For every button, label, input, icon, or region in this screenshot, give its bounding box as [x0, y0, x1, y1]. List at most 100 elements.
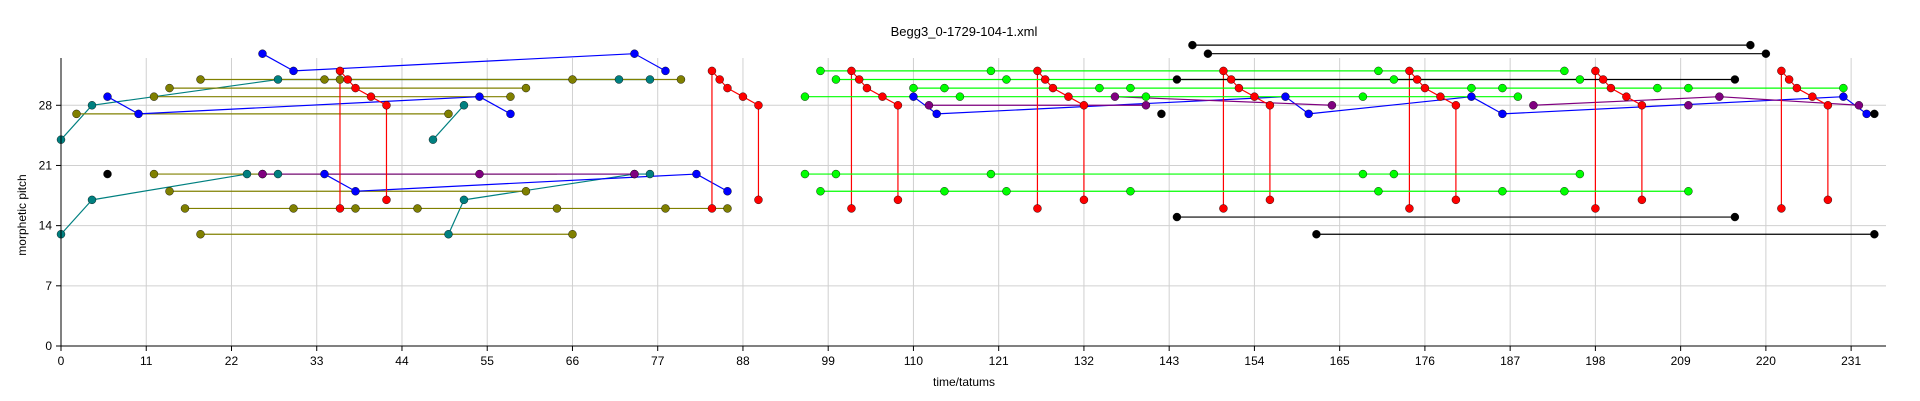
series-1-point: [676, 75, 686, 84]
series-4-point: [382, 101, 391, 110]
series-4-point: [754, 195, 763, 205]
series-0-point: [87, 101, 97, 110]
series-5-point: [1141, 92, 1151, 101]
series-0-segment: [447, 199, 465, 235]
series-4-point: [1784, 75, 1794, 84]
series-4-point: [715, 75, 724, 84]
series-5-point: [940, 187, 949, 196]
series-1-point: [552, 204, 562, 213]
x-tick-label: 132: [1074, 354, 1094, 368]
x-tick-label: 22: [225, 354, 239, 368]
series-2-point: [1467, 92, 1476, 101]
y-axis-label: morphetic pitch: [15, 174, 29, 255]
series-5-point: [940, 83, 949, 93]
series-4-point: [1234, 83, 1244, 93]
series-3-point: [1854, 101, 1864, 110]
series-1-point: [444, 109, 453, 119]
series-4-point: [854, 75, 864, 84]
series-5-point: [800, 92, 810, 101]
series-1-point: [72, 109, 81, 119]
series-2-point: [134, 109, 143, 119]
series-0-point: [645, 75, 655, 84]
series-3-point: [1684, 101, 1693, 110]
series-3-point: [630, 169, 639, 179]
series-5-point: [1358, 92, 1368, 101]
series-5-point: [1374, 187, 1383, 196]
series-4-point: [738, 92, 748, 101]
series-4-point: [1451, 195, 1461, 205]
series-1-point: [521, 187, 531, 196]
series-0-point: [614, 75, 624, 84]
series-1-point: [149, 169, 159, 179]
series-0-point: [273, 169, 283, 179]
series-3-point: [475, 169, 484, 179]
series-5-point: [1498, 187, 1507, 196]
x-tick-label: 33: [310, 354, 324, 368]
series-4-point: [335, 66, 345, 76]
series-1-point: [521, 83, 531, 93]
series-4-point: [1079, 195, 1089, 205]
y-tick-label: 28: [39, 98, 53, 112]
series-5-point: [800, 169, 810, 179]
series-5-point: [1575, 75, 1585, 84]
y-tick-labels: 0 7 14 21 28: [39, 98, 53, 353]
series-4-point: [1064, 92, 1073, 101]
series-2-segment: [1285, 96, 1310, 115]
x-tick-label: 0: [58, 354, 65, 368]
series-4-point: [1033, 66, 1042, 76]
axes: [56, 58, 1886, 351]
series-4-point: [723, 83, 732, 93]
series-1-point: [165, 83, 174, 93]
series-2-point: [258, 49, 267, 58]
series-5-point: [1653, 83, 1662, 93]
series-4-point: [1219, 66, 1228, 76]
series-5-point: [1095, 83, 1104, 93]
series-2-point: [1839, 92, 1848, 101]
y-tick-label: 21: [39, 158, 53, 172]
x-tick-label: 176: [1415, 354, 1435, 368]
series-1-point: [289, 204, 298, 213]
series-2-point: [1862, 109, 1871, 119]
series-4-point: [707, 204, 717, 213]
x-tick-label: 209: [1671, 354, 1691, 368]
series-5-point: [1839, 83, 1848, 93]
series-3-point: [1110, 92, 1120, 101]
series-2-point: [932, 109, 941, 119]
series-1-point: [165, 187, 174, 196]
series-6-point: [1730, 212, 1740, 222]
series-2-point: [1304, 109, 1313, 119]
series-4-point: [1250, 92, 1259, 101]
series-2-point: [661, 66, 670, 76]
series-2-segment: [479, 96, 511, 115]
series-3-point: [1529, 101, 1538, 110]
x-tick-label: 110: [904, 354, 923, 368]
series-4-point: [893, 195, 903, 205]
series-5-point: [986, 169, 996, 179]
series-5-point: [1560, 187, 1569, 196]
series-4-point: [707, 66, 717, 76]
series-4-point: [1405, 204, 1414, 213]
series-5-point: [1684, 83, 1693, 93]
x-tick-label: 143: [1159, 354, 1179, 368]
series-3-point: [924, 101, 934, 110]
series-3-point: [1327, 101, 1337, 110]
x-tick-label: 121: [989, 354, 1009, 368]
series-5-point: [1002, 187, 1011, 196]
series-4-point: [847, 66, 856, 76]
series-4-point: [1412, 75, 1422, 84]
x-tick-labels: 0 11 22 33 44 55 66 77 88 99 110 121 132 143 154 165 176…: [58, 354, 1862, 368]
series-5-point: [1560, 66, 1569, 76]
series-4-point: [1637, 195, 1647, 205]
x-tick-label: 231: [1841, 354, 1861, 368]
series-4-point: [1637, 101, 1647, 110]
series-2-segment: [262, 53, 294, 72]
series-4-point: [1606, 83, 1616, 93]
series-0-segment: [91, 78, 279, 106]
series-1-point: [506, 92, 515, 101]
series-3-point: [1715, 92, 1724, 101]
series-6-point: [1761, 49, 1771, 58]
x-tick-label: 154: [1244, 354, 1264, 368]
series-4-point: [1622, 92, 1631, 101]
series-2-segment: [634, 53, 666, 72]
series-2-segment: [1502, 96, 1844, 115]
